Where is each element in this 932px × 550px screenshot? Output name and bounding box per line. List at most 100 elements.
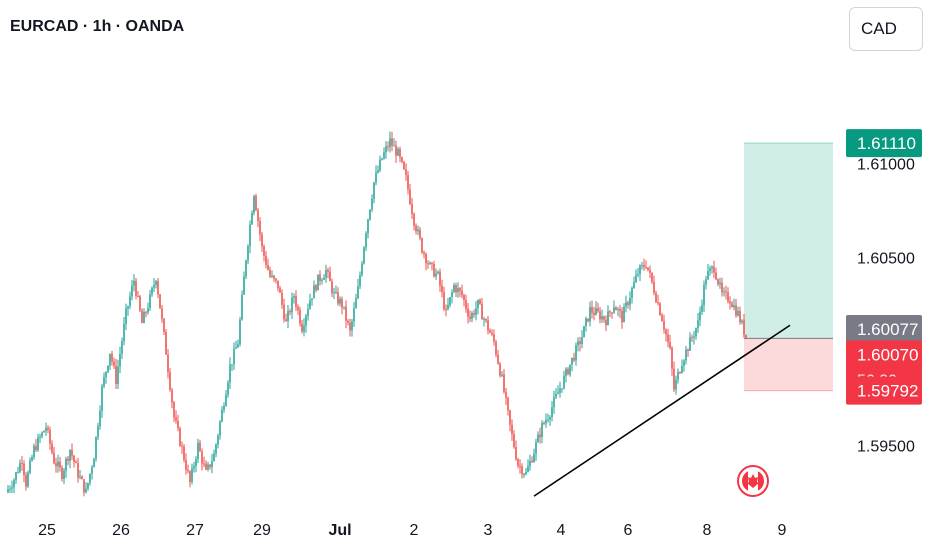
candle-body <box>449 297 451 305</box>
candle-body <box>251 212 253 225</box>
candle-body <box>325 270 327 278</box>
trendline-layer <box>533 324 791 497</box>
candle-body <box>719 282 721 285</box>
candle-body <box>197 442 199 460</box>
candle-body <box>61 467 63 479</box>
candle-body <box>181 445 183 447</box>
candle-body <box>7 489 9 493</box>
candle-body <box>621 310 623 323</box>
candle-body <box>83 479 85 493</box>
candle-body <box>207 464 209 470</box>
maple-leaf <box>747 474 759 488</box>
candle-body <box>91 467 93 474</box>
candle-body <box>543 422 545 424</box>
candle-body <box>89 473 91 484</box>
candle-body <box>655 293 657 303</box>
candle-body <box>447 304 449 310</box>
candle-body <box>545 419 547 424</box>
candle-body <box>249 224 251 247</box>
candle-body <box>173 402 175 418</box>
candle-body <box>443 292 445 310</box>
candle-body <box>99 411 101 427</box>
candle-body <box>413 213 415 226</box>
x-tick-label: 4 <box>557 522 566 539</box>
candle-body <box>87 483 89 489</box>
candle-body <box>345 306 347 321</box>
candle-body <box>519 465 521 467</box>
candle-body <box>631 288 633 298</box>
candle-body <box>495 341 497 355</box>
candle-body <box>525 471 527 475</box>
candle-body <box>103 377 105 387</box>
candle-body <box>29 460 31 473</box>
candle-body <box>587 318 589 322</box>
candle-body <box>231 364 233 366</box>
candle-body <box>79 476 81 478</box>
candle-body <box>683 360 685 366</box>
candle-body <box>487 320 489 331</box>
candle-body <box>695 328 697 337</box>
candle-body <box>611 312 613 314</box>
candle-body <box>437 271 439 274</box>
profit-zone <box>744 143 833 339</box>
candle-body <box>333 292 335 294</box>
candle-body <box>533 453 535 463</box>
candle-body <box>375 172 377 183</box>
candle-body <box>557 392 559 395</box>
candle-body <box>501 374 503 376</box>
candle-body <box>281 292 283 305</box>
candle-body <box>433 264 435 277</box>
price-label-stop <box>846 376 922 405</box>
candle-body <box>651 272 653 282</box>
candle-body <box>673 368 675 390</box>
candle-body <box>471 313 473 319</box>
candle-body <box>479 299 481 304</box>
candle-body <box>151 287 153 295</box>
candle-body <box>467 308 469 317</box>
candle-body <box>239 319 241 345</box>
candle-body <box>441 285 443 293</box>
y-tick-label: 1.60500 <box>857 251 915 268</box>
candle-body <box>421 238 423 253</box>
candle-body <box>377 170 379 173</box>
candle-body <box>573 357 575 361</box>
candle-body <box>589 307 591 322</box>
candle-body <box>627 302 629 305</box>
candle-body <box>75 461 77 464</box>
candle-body <box>213 453 215 462</box>
candle-body <box>235 347 237 349</box>
candle-body <box>481 303 483 320</box>
candle-body <box>395 145 397 156</box>
candle-body <box>373 182 375 199</box>
candle-body <box>335 292 337 294</box>
candle-body <box>723 291 725 293</box>
candle-body <box>659 303 661 316</box>
candle-body <box>41 432 43 437</box>
candle-body <box>285 319 287 322</box>
candle-body <box>625 302 627 307</box>
candle-body <box>531 460 533 463</box>
candle-body <box>615 307 617 311</box>
candle-body <box>117 366 119 384</box>
candle-body <box>729 301 731 304</box>
candle-body <box>541 422 543 438</box>
candle-body <box>701 305 703 312</box>
candle-body <box>657 302 659 304</box>
candle-body <box>225 394 227 406</box>
currency-button[interactable]: CAD <box>849 7 923 51</box>
candle-body <box>63 470 65 479</box>
candle-body <box>59 461 61 468</box>
canada-flag-icon[interactable] <box>737 465 769 497</box>
candle-body <box>371 198 373 210</box>
x-tick-label: 8 <box>703 522 712 539</box>
candle-body <box>689 337 691 351</box>
candle-body <box>255 195 257 211</box>
candle-body <box>237 344 239 348</box>
candle-body <box>485 318 487 321</box>
candle-body <box>563 375 565 389</box>
candle-body <box>503 374 505 392</box>
candle-body <box>11 487 13 489</box>
candle-body <box>347 320 349 323</box>
candle-body <box>581 337 583 344</box>
